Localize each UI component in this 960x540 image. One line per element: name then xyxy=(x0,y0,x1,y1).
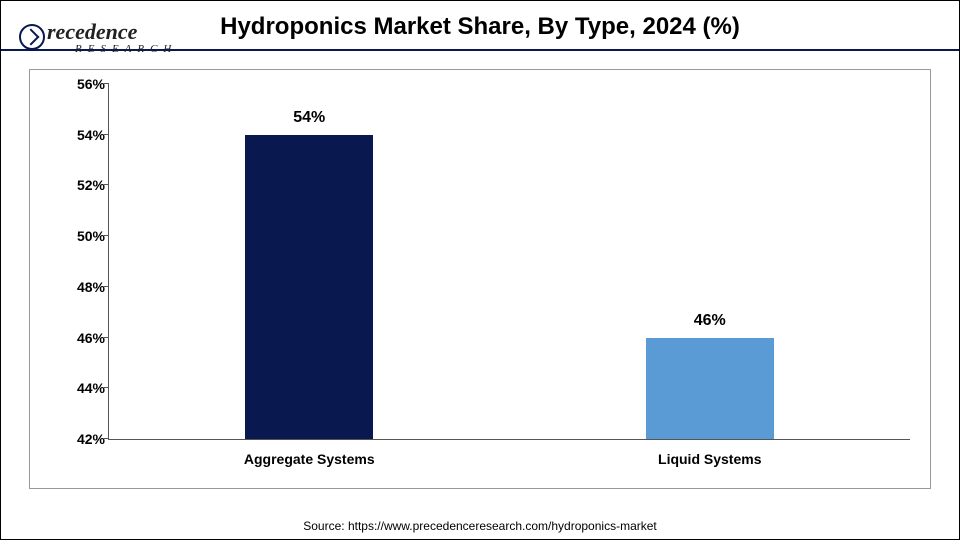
y-axis-tick-label: 42% xyxy=(61,431,105,447)
plot-area: 42%44%46%48%50%52%54%56%54%Aggregate Sys… xyxy=(108,84,910,440)
y-axis-tick-label: 52% xyxy=(61,177,105,193)
chart-container: 42% 44% 46% 48% 50% 52% 54% 56% 54% Aggregate Sys… xyxy=(29,69,931,489)
y-axis-tick-mark xyxy=(104,438,109,439)
y-axis-tick-mark xyxy=(104,387,109,388)
y-axis-tick-mark xyxy=(104,83,109,84)
source-citation: Source: https://www.precedenceresearch.c… xyxy=(1,519,959,533)
y-axis-tick-label: 44% xyxy=(61,380,105,396)
y-axis-tick-mark xyxy=(104,337,109,338)
y-axis-tick-mark xyxy=(104,134,109,135)
chart-title: Hydroponics Market Share, By Type, 2024 … xyxy=(220,13,740,41)
y-axis-tick-label: 50% xyxy=(61,228,105,244)
x-axis-category-label: Aggregate Systems xyxy=(244,451,375,467)
y-axis-tick-label: 48% xyxy=(61,279,105,295)
bar-value-label: 46% xyxy=(694,312,726,330)
logo-text-sub: RESEARCH xyxy=(75,43,177,55)
x-axis-category-label: Liquid Systems xyxy=(658,451,761,467)
logo-icon xyxy=(19,24,45,50)
brand-logo: recedence RESEARCH xyxy=(19,19,177,55)
y-axis-tick-label: 54% xyxy=(61,127,105,143)
bar: 46% xyxy=(646,338,774,439)
bar-value-label: 54% xyxy=(293,109,325,127)
y-axis-tick-mark xyxy=(104,235,109,236)
y-axis-tick-mark xyxy=(104,286,109,287)
bar: 54% xyxy=(245,135,373,439)
y-axis-tick-label: 46% xyxy=(61,330,105,346)
logo-text-main: recedence xyxy=(47,19,177,45)
y-axis-tick-label: 56% xyxy=(61,76,105,92)
header: recedence RESEARCH Hydroponics Market Sh… xyxy=(1,1,959,51)
y-axis-tick-mark xyxy=(104,184,109,185)
